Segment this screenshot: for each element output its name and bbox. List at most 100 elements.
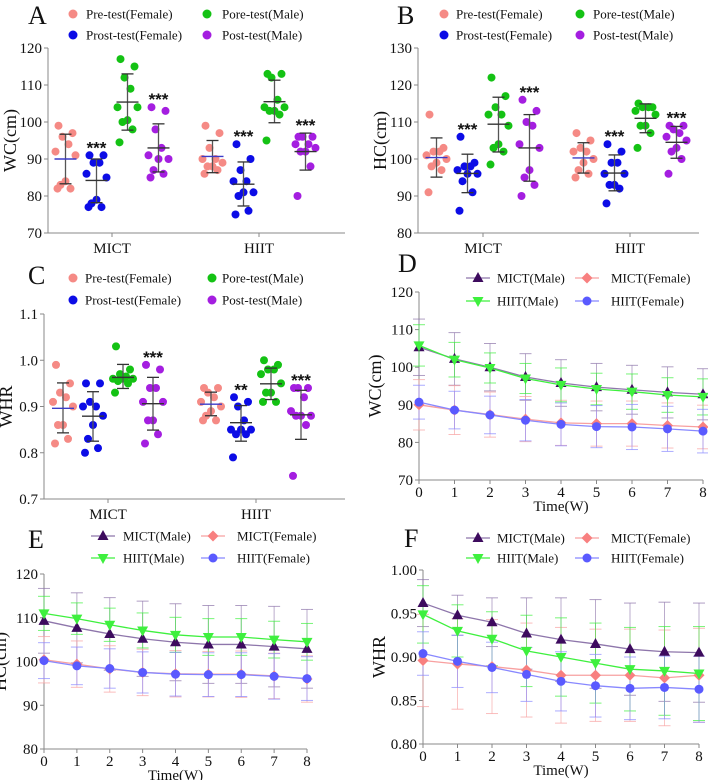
data-point: [302, 674, 312, 684]
data-point: [679, 121, 688, 130]
data-point: [659, 645, 670, 656]
data-point: [104, 627, 116, 638]
data-point: [521, 415, 530, 425]
data-point: [576, 143, 585, 152]
panel-label: F: [404, 524, 418, 553]
legend-marker: [472, 297, 484, 307]
data-point: [631, 106, 640, 115]
data-point: [300, 393, 308, 402]
x-tick-label: 8: [699, 485, 707, 501]
data-point: [698, 426, 708, 436]
data-point: [418, 649, 428, 659]
data-point: [205, 143, 214, 152]
category-label: HIIT: [241, 507, 271, 523]
data-point: [486, 160, 495, 169]
data-point: [218, 158, 227, 167]
data-point: [484, 110, 493, 119]
data-point: [627, 422, 637, 432]
data-point: [96, 379, 104, 388]
legend-label: MICT(Male): [123, 529, 191, 544]
group-hiit: [198, 121, 227, 178]
data-point: [667, 147, 676, 156]
data-point: [94, 444, 102, 453]
legend-item: Post-test(Male): [202, 28, 302, 43]
data-point: [453, 166, 462, 175]
legend-item: Post-test(Male): [207, 293, 302, 308]
data-point: [607, 158, 616, 167]
legend-label: Post-test(Male): [222, 293, 302, 308]
data-point: [38, 614, 50, 625]
legend-item: HIIT(Male): [91, 551, 184, 566]
significance-label: ***: [667, 109, 687, 128]
data-point: [137, 626, 149, 637]
data-point: [521, 646, 532, 657]
legend-marker: [472, 532, 484, 542]
data-point: [82, 169, 91, 178]
legend-item: MICT(Female): [201, 529, 316, 544]
data-point: [693, 669, 705, 680]
legend-item: HIIT(Male): [466, 294, 558, 309]
data-point: [115, 138, 124, 147]
data-point: [659, 666, 670, 677]
x-tick-label: 4: [557, 749, 565, 765]
group-hiit: [260, 69, 289, 145]
y-tick-label: 110: [391, 323, 413, 339]
data-point: [662, 132, 671, 141]
data-point: [38, 609, 50, 620]
y-tick-label: 120: [391, 285, 414, 301]
data-point: [301, 637, 313, 648]
significance-label: **: [234, 380, 248, 399]
category-label: HIIT: [244, 241, 274, 257]
data-point: [85, 151, 94, 160]
x-tick-label: 5: [205, 754, 213, 770]
data-point: [453, 656, 462, 666]
data-point: [504, 121, 513, 130]
significance-label: ***: [520, 83, 540, 102]
data-point: [569, 147, 578, 156]
y-axis-label: WHR: [0, 386, 16, 428]
legend-label: Pre-test(Female): [85, 271, 172, 286]
data-point: [265, 106, 274, 115]
data-point: [53, 184, 62, 193]
data-point: [236, 670, 246, 680]
data-point: [659, 672, 670, 684]
data-point: [485, 410, 495, 420]
legend-marker: [439, 9, 449, 19]
data-point: [144, 151, 153, 160]
legend-item: Prost-test(Female): [439, 28, 552, 43]
legend-item: Pre-test(Female): [68, 271, 172, 286]
data-point: [199, 416, 207, 425]
data-point: [84, 203, 93, 212]
data-point: [307, 411, 315, 420]
data-point: [450, 405, 459, 415]
data-point: [104, 620, 116, 631]
data-point: [487, 73, 496, 82]
data-point: [590, 669, 601, 681]
y-axis-label: WHR: [369, 636, 389, 678]
data-point: [92, 402, 100, 411]
data-point: [142, 360, 150, 369]
legend-label: Pore-test(Male): [593, 7, 675, 22]
legend-label: Prost-test(Female): [85, 293, 181, 308]
data-point: [417, 610, 429, 621]
group-mict: [79, 379, 107, 457]
group-hiit: [569, 129, 598, 182]
panel-label: C: [28, 261, 45, 290]
x-tick-label: 2: [106, 754, 114, 770]
data-point: [466, 162, 475, 171]
legend-label: HIIT(Female): [611, 551, 684, 566]
panel-c: C 0.7 0.8 0.9 1.0 1.1 WHR Pre-test(Female) Prost…: [0, 261, 345, 523]
y-tick-label: 100: [20, 115, 43, 131]
data-point: [242, 177, 251, 186]
data-point: [455, 206, 464, 215]
x-tick-label: 6: [628, 485, 636, 501]
data-point: [71, 621, 83, 632]
data-point: [137, 632, 149, 643]
data-point: [592, 422, 601, 432]
data-point: [677, 155, 686, 163]
group-mict: [484, 73, 513, 169]
legend-label: MICT(Female): [611, 531, 690, 546]
data-point: [424, 188, 433, 197]
data-point: [638, 103, 647, 112]
data-point: [633, 143, 642, 152]
